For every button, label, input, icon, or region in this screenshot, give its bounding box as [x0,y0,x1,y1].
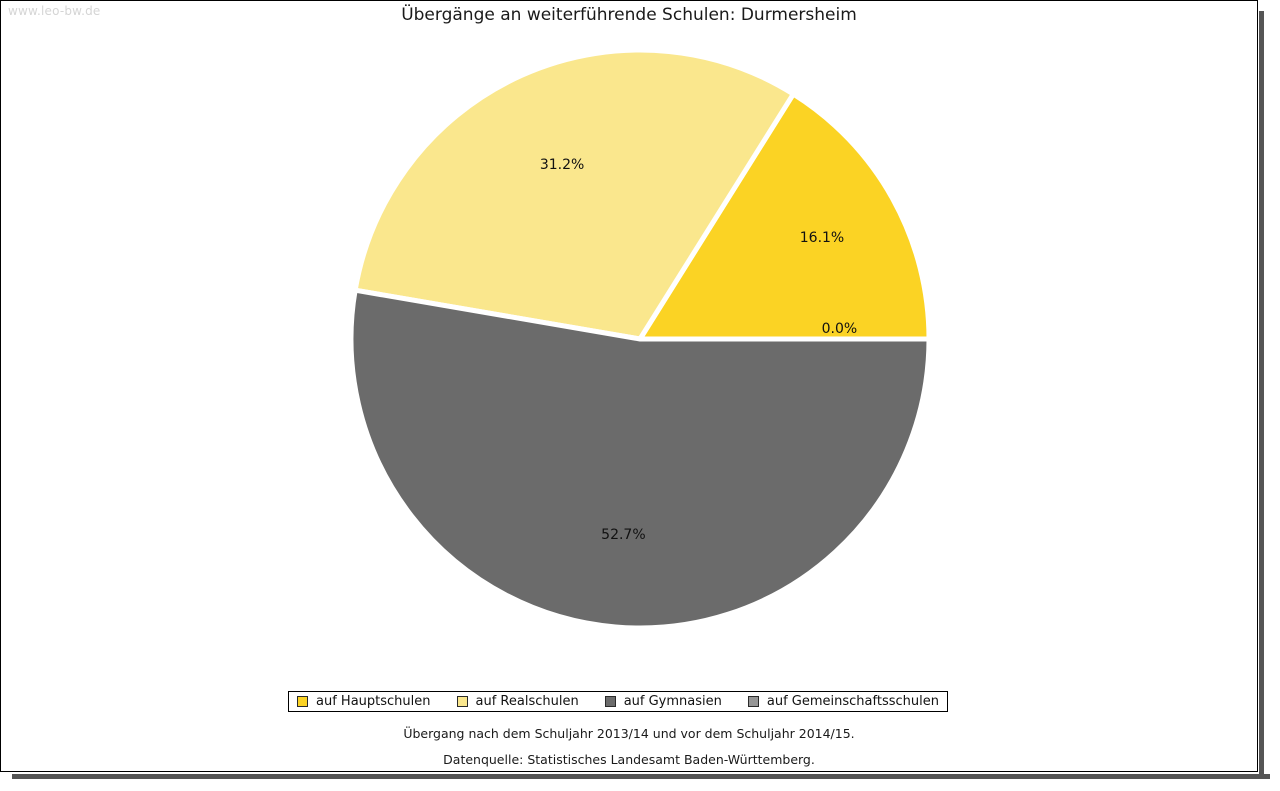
legend-color-swatch [604,696,616,707]
footnote-datasource: Datenquelle: Statistisches Landesamt Bad… [443,752,815,767]
figure-shadow-right [1259,11,1264,779]
legend-color-swatch [297,696,308,707]
legend-label: auf Gymnasien [623,694,722,709]
pie-slice[interactable] [352,47,796,342]
chart-title: Übergänge an weiterführende Schulen: Dur… [401,5,857,25]
chart-legend[interactable]: auf Hauptschulen auf Realschulen auf Gymna… [288,691,948,712]
pie-slice-group [348,47,932,631]
legend-color-swatch [456,696,468,707]
legend-color-swatch [747,696,759,707]
footnote-period: Übergang nach dem Schuljahr 2013/14 und … [403,726,855,741]
site-watermark: www.leo-bw.de [8,4,101,18]
legend-label: auf Hauptschulen [316,694,431,709]
pie-slice-value-label: 52.7% [601,527,645,543]
figure-shadow-bottom [12,774,1270,779]
pie-slice-value-label: 0.0% [822,321,858,337]
legend-entry[interactable]: auf Gemeinschaftsschulen [747,694,939,709]
pie-svg: 16.1% 31.2% 52.7% 0.0% [348,47,932,631]
pie-slice[interactable] [348,287,932,631]
legend-entry[interactable]: auf Hauptschulen [297,694,431,709]
pie-label-group: 16.1% 31.2% 52.7% 0.0% [540,157,857,543]
legend-entry[interactable]: auf Gymnasien [604,694,722,709]
pie-slice[interactable] [637,91,932,342]
pie-chart-plot: 16.1% 31.2% 52.7% 0.0% [348,47,932,631]
pie-slice-value-label: 31.2% [540,157,584,173]
legend-label: auf Realschulen [475,694,579,709]
pie-slice-value-label: 16.1% [800,230,844,246]
legend-entry[interactable]: auf Realschulen [456,694,579,709]
legend-label: auf Gemeinschaftsschulen [766,694,939,709]
